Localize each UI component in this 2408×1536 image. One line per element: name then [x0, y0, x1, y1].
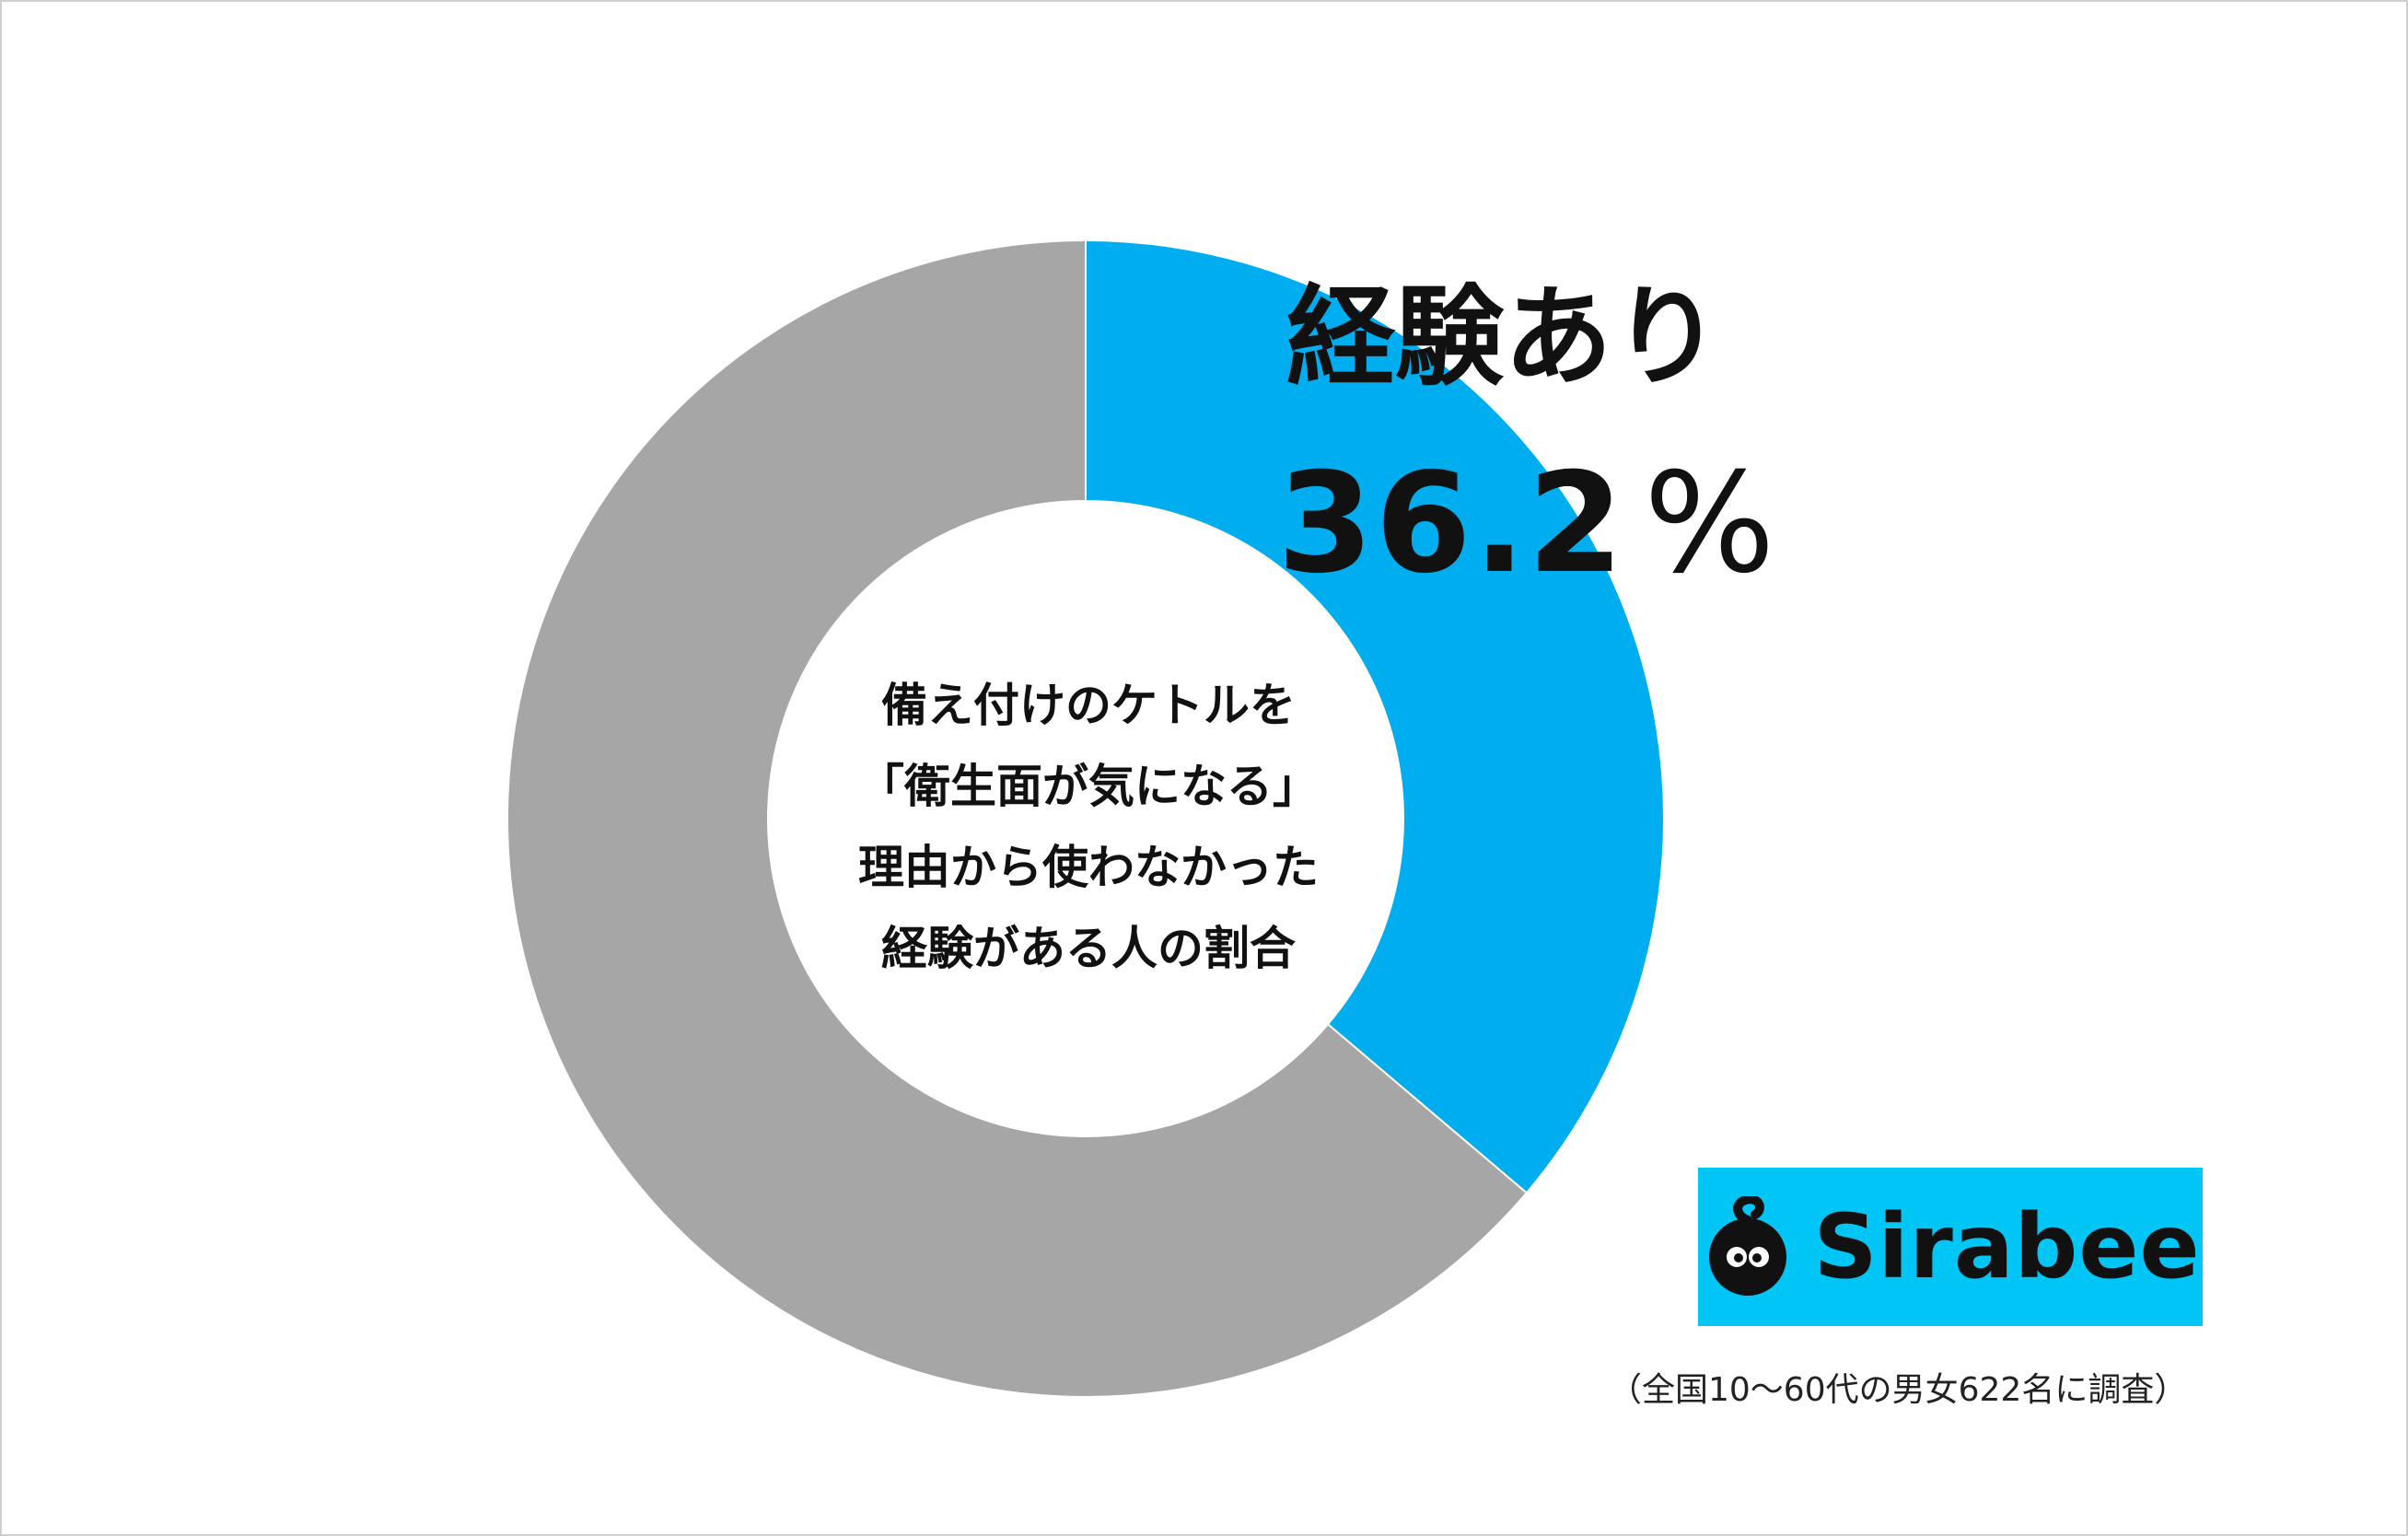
- center-label: 備え付けのケトルを 「衛生面が気になる」 理由から使わなかった 経験がある人の割…: [766, 665, 1411, 989]
- donut-slice-1: [506, 239, 1529, 1398]
- slice-label-value: 36.2%: [1277, 444, 1775, 604]
- logo-text: Sirabee: [1813, 1195, 2201, 1298]
- center-label-line-4: 経験がある人の割合: [881, 922, 1296, 975]
- slice-value-unit: %: [1644, 444, 1775, 604]
- survey-footnote: （全国10〜60代の男女622名に調査）: [1609, 1371, 2188, 1409]
- donut-slice-0: [1085, 239, 1665, 1194]
- center-label-line-2: 「衛生面が気になる」: [858, 760, 1319, 813]
- sirabee-mascot-icon: [1709, 1196, 1787, 1296]
- center-label-line-1: 備え付けのケトルを: [881, 679, 1296, 732]
- sirabee-logo: Sirabee: [1698, 1168, 2203, 1326]
- slice-label-name: 経験あり: [1286, 273, 1722, 401]
- slice-value-number: 36.2: [1277, 444, 1626, 604]
- center-label-line-3: 理由から使わなかった: [858, 841, 1319, 894]
